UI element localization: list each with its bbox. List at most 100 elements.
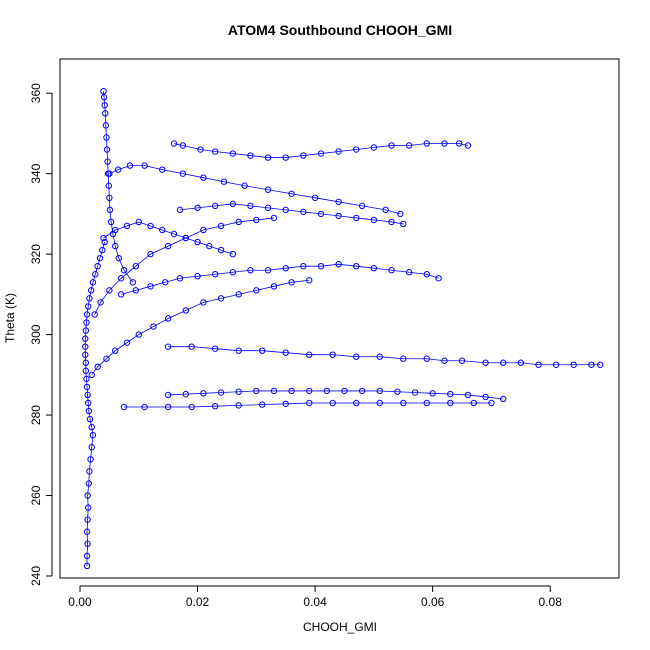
data-point (317, 210, 325, 218)
data-point (235, 402, 242, 409)
data-point (132, 287, 140, 294)
data-point (85, 399, 92, 407)
data-point (84, 391, 91, 399)
data-point (388, 218, 395, 226)
data-point (85, 407, 93, 415)
data-point (441, 357, 448, 364)
data-point (164, 242, 172, 250)
data-point (91, 311, 98, 318)
y-tick-label: 260 (29, 485, 43, 505)
data-point (270, 387, 278, 395)
y-tick-label: 300 (29, 324, 43, 344)
data-point (570, 361, 577, 368)
series-line (84, 241, 106, 566)
data-point (306, 277, 313, 284)
data-point (106, 170, 113, 177)
data-point (394, 388, 401, 395)
data-point (400, 220, 407, 228)
data-point (400, 355, 407, 362)
data-point (179, 170, 187, 177)
chart-title: ATOM4 Southbound CHOOH_GMI (228, 22, 452, 38)
data-point (106, 287, 113, 294)
data-point (376, 387, 383, 395)
data-point (482, 393, 489, 401)
data-point (141, 162, 148, 169)
data-point (405, 142, 413, 149)
data-point (211, 403, 219, 410)
data-point (211, 148, 219, 155)
data-point (217, 222, 225, 230)
data-point (429, 390, 436, 397)
data-point (150, 323, 157, 330)
series-line (121, 263, 439, 295)
y-axis-label: Theta (K) (3, 293, 17, 343)
data-point (300, 152, 307, 159)
data-point (455, 140, 463, 147)
data-point (85, 303, 92, 310)
data-point (317, 262, 325, 270)
series-line (168, 346, 601, 366)
data-point (103, 134, 110, 141)
data-point (159, 226, 166, 234)
data-point (120, 267, 128, 274)
data-point (423, 140, 430, 147)
data-point (353, 262, 360, 270)
data-point (194, 238, 201, 246)
data-point (84, 516, 91, 523)
data-point (358, 202, 366, 210)
data-point (353, 214, 360, 222)
data-point (82, 335, 89, 342)
data-point (170, 140, 178, 147)
data-point (306, 399, 313, 407)
data-point (370, 265, 378, 272)
data-point (100, 87, 107, 95)
data-point (329, 399, 336, 407)
data-point (447, 399, 454, 407)
data-point (82, 343, 89, 350)
data-point (176, 206, 184, 214)
data-point (85, 480, 93, 487)
data-point (83, 311, 91, 318)
data-point (247, 267, 254, 274)
x-tick-label: 0.00 (68, 595, 92, 609)
data-point (89, 279, 97, 286)
series-line (94, 217, 275, 315)
x-tick-label: 0.08 (539, 595, 563, 609)
plot-area (82, 87, 604, 570)
data-point (552, 361, 560, 368)
data-point (123, 222, 131, 230)
data-point (117, 291, 125, 298)
data-point (82, 327, 90, 334)
y-axis: 240 260 280 300 320 340 360 (29, 83, 53, 586)
data-point (120, 403, 128, 411)
x-axis: 0.00 0.02 0.04 0.06 0.08 (68, 585, 563, 609)
data-point (87, 456, 94, 463)
data-point (86, 415, 94, 423)
data-point (482, 359, 489, 366)
data-point (470, 399, 478, 407)
y-tick-label: 360 (29, 83, 43, 103)
data-point (117, 275, 125, 282)
data-point (282, 154, 289, 161)
data-point (382, 206, 389, 214)
data-point (100, 94, 108, 101)
series-line (109, 165, 401, 215)
data-point (488, 399, 495, 407)
data-point (82, 359, 90, 366)
data-point (411, 389, 419, 396)
data-point (211, 345, 219, 352)
data-point (182, 307, 189, 314)
data-point (114, 166, 122, 173)
data-point (83, 552, 91, 560)
data-point (329, 351, 336, 358)
data-point (217, 246, 225, 254)
data-point (99, 246, 106, 254)
data-point (270, 283, 278, 290)
data-point (311, 194, 319, 202)
data-point (94, 363, 101, 370)
data-point (164, 391, 172, 399)
data-point (200, 299, 207, 306)
data-point (164, 403, 172, 411)
data-point (241, 182, 248, 189)
